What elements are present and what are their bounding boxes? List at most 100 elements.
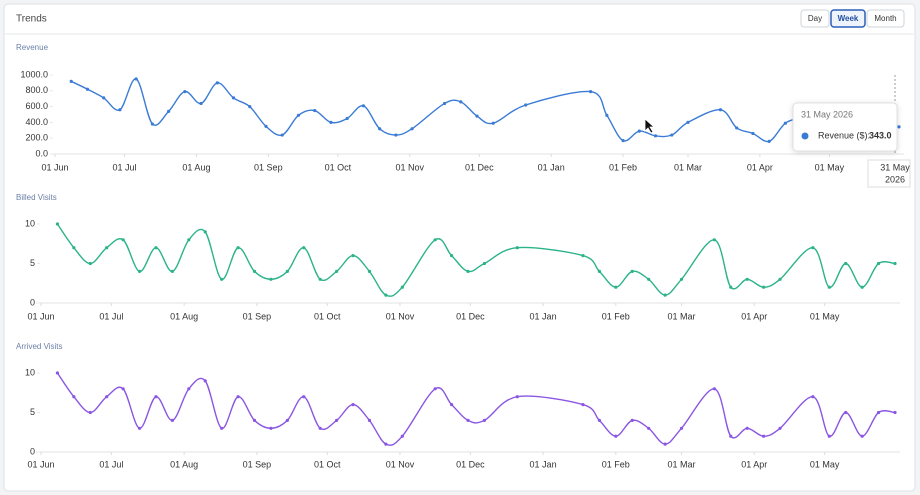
x-tick-label: 01 Oct (314, 311, 341, 321)
data-point (269, 426, 273, 430)
data-point (345, 116, 349, 121)
data-point (663, 293, 667, 297)
data-point (236, 395, 240, 399)
data-point (351, 254, 355, 258)
data-point (105, 246, 109, 250)
data-point (280, 133, 284, 137)
data-point (335, 418, 339, 422)
data-point (318, 277, 322, 281)
data-point (597, 269, 601, 273)
data-point (630, 269, 634, 273)
x-tick-label: 01 Nov (395, 162, 424, 172)
y-tick-label: 10 (25, 218, 35, 228)
month-button[interactable] (866, 9, 905, 28)
data-point (121, 238, 125, 242)
tooltip-label: Revenue ($): (818, 130, 870, 140)
data-point (466, 418, 470, 422)
x-tick-label: 01 May (810, 311, 840, 321)
data-point (384, 293, 388, 297)
data-point (302, 395, 306, 399)
data-point (712, 238, 716, 242)
x-tick-label: 01 Nov (386, 311, 415, 321)
x-tick-label: 01 Sep (254, 162, 283, 172)
data-point (827, 285, 831, 289)
x-tick-label: 01 Mar (674, 162, 702, 172)
x-tick-label: 01 Jun (27, 311, 54, 321)
x-tick-label: 01 Jul (99, 459, 123, 469)
data-point (735, 126, 739, 130)
tooltip-marker (801, 132, 809, 140)
data-point (215, 81, 219, 85)
data-point (466, 269, 470, 273)
data-point (361, 104, 365, 108)
chart-title: Arrived Visits (16, 342, 63, 351)
month-button-label[interactable]: Month (874, 14, 896, 23)
data-point (285, 269, 289, 273)
card (3, 3, 916, 492)
data-point (860, 434, 864, 438)
data-point (252, 418, 257, 422)
data-point (811, 395, 815, 399)
data-point (614, 285, 618, 289)
x-tick-label: 01 Jan (530, 311, 557, 321)
data-point (751, 131, 755, 136)
data-point (72, 246, 76, 250)
data-point (248, 105, 252, 109)
data-point (433, 238, 437, 242)
x-tick-label: 01 Dec (456, 459, 485, 469)
day-button[interactable] (800, 9, 830, 28)
data-point (679, 426, 684, 430)
data-point (778, 426, 782, 430)
data-point (313, 108, 317, 113)
data-point (134, 77, 138, 81)
data-point (827, 434, 831, 438)
data-point (410, 127, 414, 131)
data-point (102, 96, 106, 100)
x-tick-label: 01 Jan (538, 162, 565, 172)
data-point (581, 403, 585, 407)
data-point (154, 246, 158, 250)
data-point (384, 442, 388, 446)
data-point (252, 269, 257, 273)
data-point (231, 96, 236, 100)
data-point (897, 125, 901, 129)
data-point (335, 269, 339, 273)
data-point (220, 277, 224, 281)
data-point (605, 113, 609, 117)
data-point (459, 100, 463, 104)
data-point (137, 426, 142, 430)
x-tick-label: 01 Feb (609, 162, 637, 172)
data-point (351, 403, 355, 407)
y-tick-label: 5 (30, 258, 35, 268)
data-point (844, 410, 848, 415)
x-tick-label: 01 Mar (667, 311, 695, 321)
overlay: 31 May 2026 31 May 2026 Revenue ($): 343… (644, 75, 911, 188)
data-point (783, 121, 787, 125)
y-tick-label: 5 (30, 407, 35, 417)
data-point (199, 101, 203, 106)
x-tick-label: 01 Jun (27, 459, 54, 469)
data-point (296, 113, 301, 117)
data-point (183, 89, 187, 94)
data-point (876, 410, 881, 415)
y-tick-label: 0.0 (35, 148, 48, 158)
day-button-label[interactable]: Day (808, 14, 822, 23)
data-point (653, 134, 658, 138)
week-button[interactable] (830, 9, 866, 28)
tooltip-box (792, 102, 898, 152)
x-tick-label: 01 Oct (314, 459, 341, 469)
x-tick-label: 01 Nov (386, 459, 415, 469)
data-point (105, 395, 109, 399)
x-tick-label: 01 Sep (243, 459, 272, 469)
data-point (670, 133, 674, 137)
data-point (621, 138, 625, 143)
week-button-label[interactable]: Week (838, 14, 859, 23)
x-tick-label: 01 Feb (602, 311, 630, 321)
data-point (515, 395, 519, 399)
x-tick-label: 01 Sep (243, 311, 272, 321)
data-point (686, 120, 690, 124)
chart-title: Revenue (16, 43, 49, 52)
y-tick-label: 0 (30, 446, 35, 456)
data-point (400, 434, 404, 438)
